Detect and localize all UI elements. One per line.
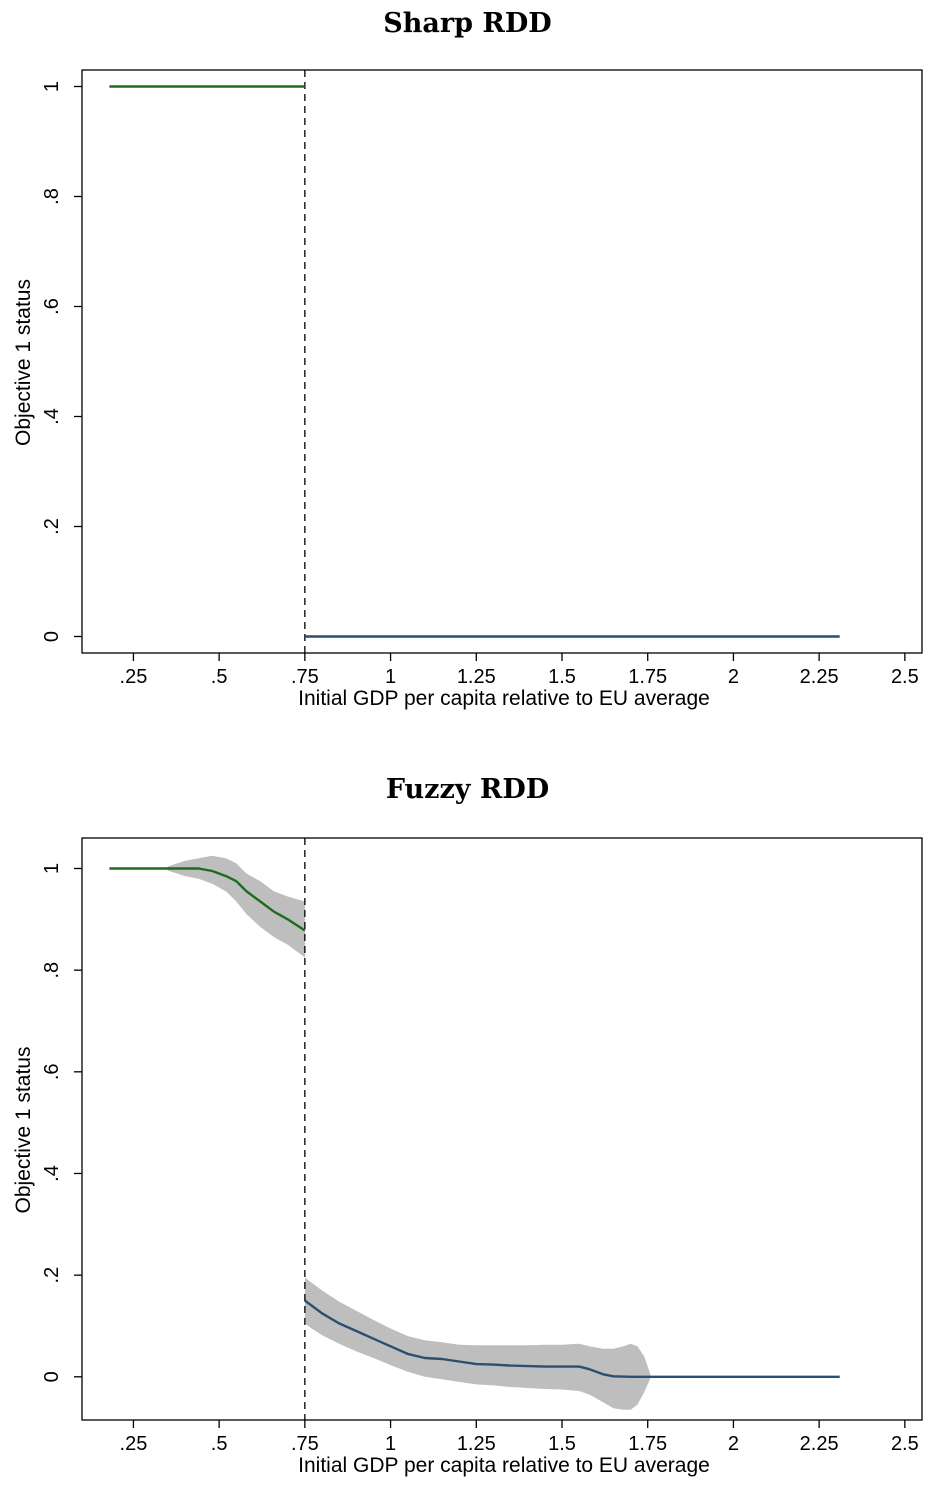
x-tick-label: 1 [385, 666, 396, 688]
x-tick-label: .25 [120, 1433, 148, 1455]
chart-title-sharp: Sharp RDD [383, 8, 552, 39]
x-tick-label: 2 [728, 1433, 739, 1455]
chart-title-fuzzy: Fuzzy RDD [385, 774, 550, 805]
y-axis-label: Objective 1 status [12, 279, 35, 446]
y-tick-label: .4 [41, 1165, 63, 1182]
x-tick-label: 2.25 [800, 1433, 839, 1455]
y-tick-label: .6 [41, 1063, 63, 1080]
y-tick-label: .2 [41, 518, 63, 535]
x-tick-label: .5 [211, 1433, 228, 1455]
x-tick-label: .5 [211, 666, 228, 688]
x-tick-label: 1.5 [548, 1433, 576, 1455]
plot-frame [81, 69, 923, 654]
x-tick-label: 2.5 [891, 1433, 919, 1455]
series-line-0 [109, 867, 306, 932]
y-tick-label: 1 [41, 81, 63, 92]
x-tick-label: 1.75 [628, 1433, 667, 1455]
x-axis-label: Initial GDP per capita relative to EU av… [298, 687, 710, 710]
y-tick-label: .6 [41, 298, 63, 315]
y-tick-label: 0 [41, 1371, 63, 1382]
sharp-rdd-chart: .25.5.75 1 1.25 1.5 1.75 2 2.25 2.50.2.4.6.81In… [12, 69, 923, 710]
y-tick-label: .2 [41, 1267, 63, 1284]
y-tick-label: .8 [41, 962, 63, 979]
x-tick-label: .75 [291, 666, 319, 688]
series-line-1 [304, 1299, 840, 1378]
y-tick-label: 0 [41, 631, 63, 642]
x-tick-label: 2.25 [800, 666, 839, 688]
confidence-band-0 [167, 855, 305, 958]
y-tick-label: .4 [41, 408, 63, 425]
fuzzy-rdd-chart: .25.5.75 1 1.25 1.5 1.75 2 2.25 2.50.2.4.6.81In… [12, 837, 923, 1477]
x-tick-label: 1 [385, 1433, 396, 1455]
x-tick-label: 1.25 [457, 666, 496, 688]
x-tick-label: 1.75 [628, 666, 667, 688]
confidence-band-1 [304, 1277, 652, 1410]
y-tick-label: .8 [41, 188, 63, 205]
x-tick-label: .75 [291, 1433, 319, 1455]
plot-frame [81, 837, 923, 1421]
x-tick-label: 1.25 [457, 1433, 496, 1455]
x-tick-label: 2.5 [891, 666, 919, 688]
x-axis-label: Initial GDP per capita relative to EU av… [298, 1454, 710, 1477]
x-tick-label: 2 [728, 666, 739, 688]
x-tick-label: .25 [120, 666, 148, 688]
x-tick-label: 1.5 [548, 666, 576, 688]
y-axis-label: Objective 1 status [12, 1047, 35, 1214]
y-tick-label: 1 [41, 863, 63, 874]
